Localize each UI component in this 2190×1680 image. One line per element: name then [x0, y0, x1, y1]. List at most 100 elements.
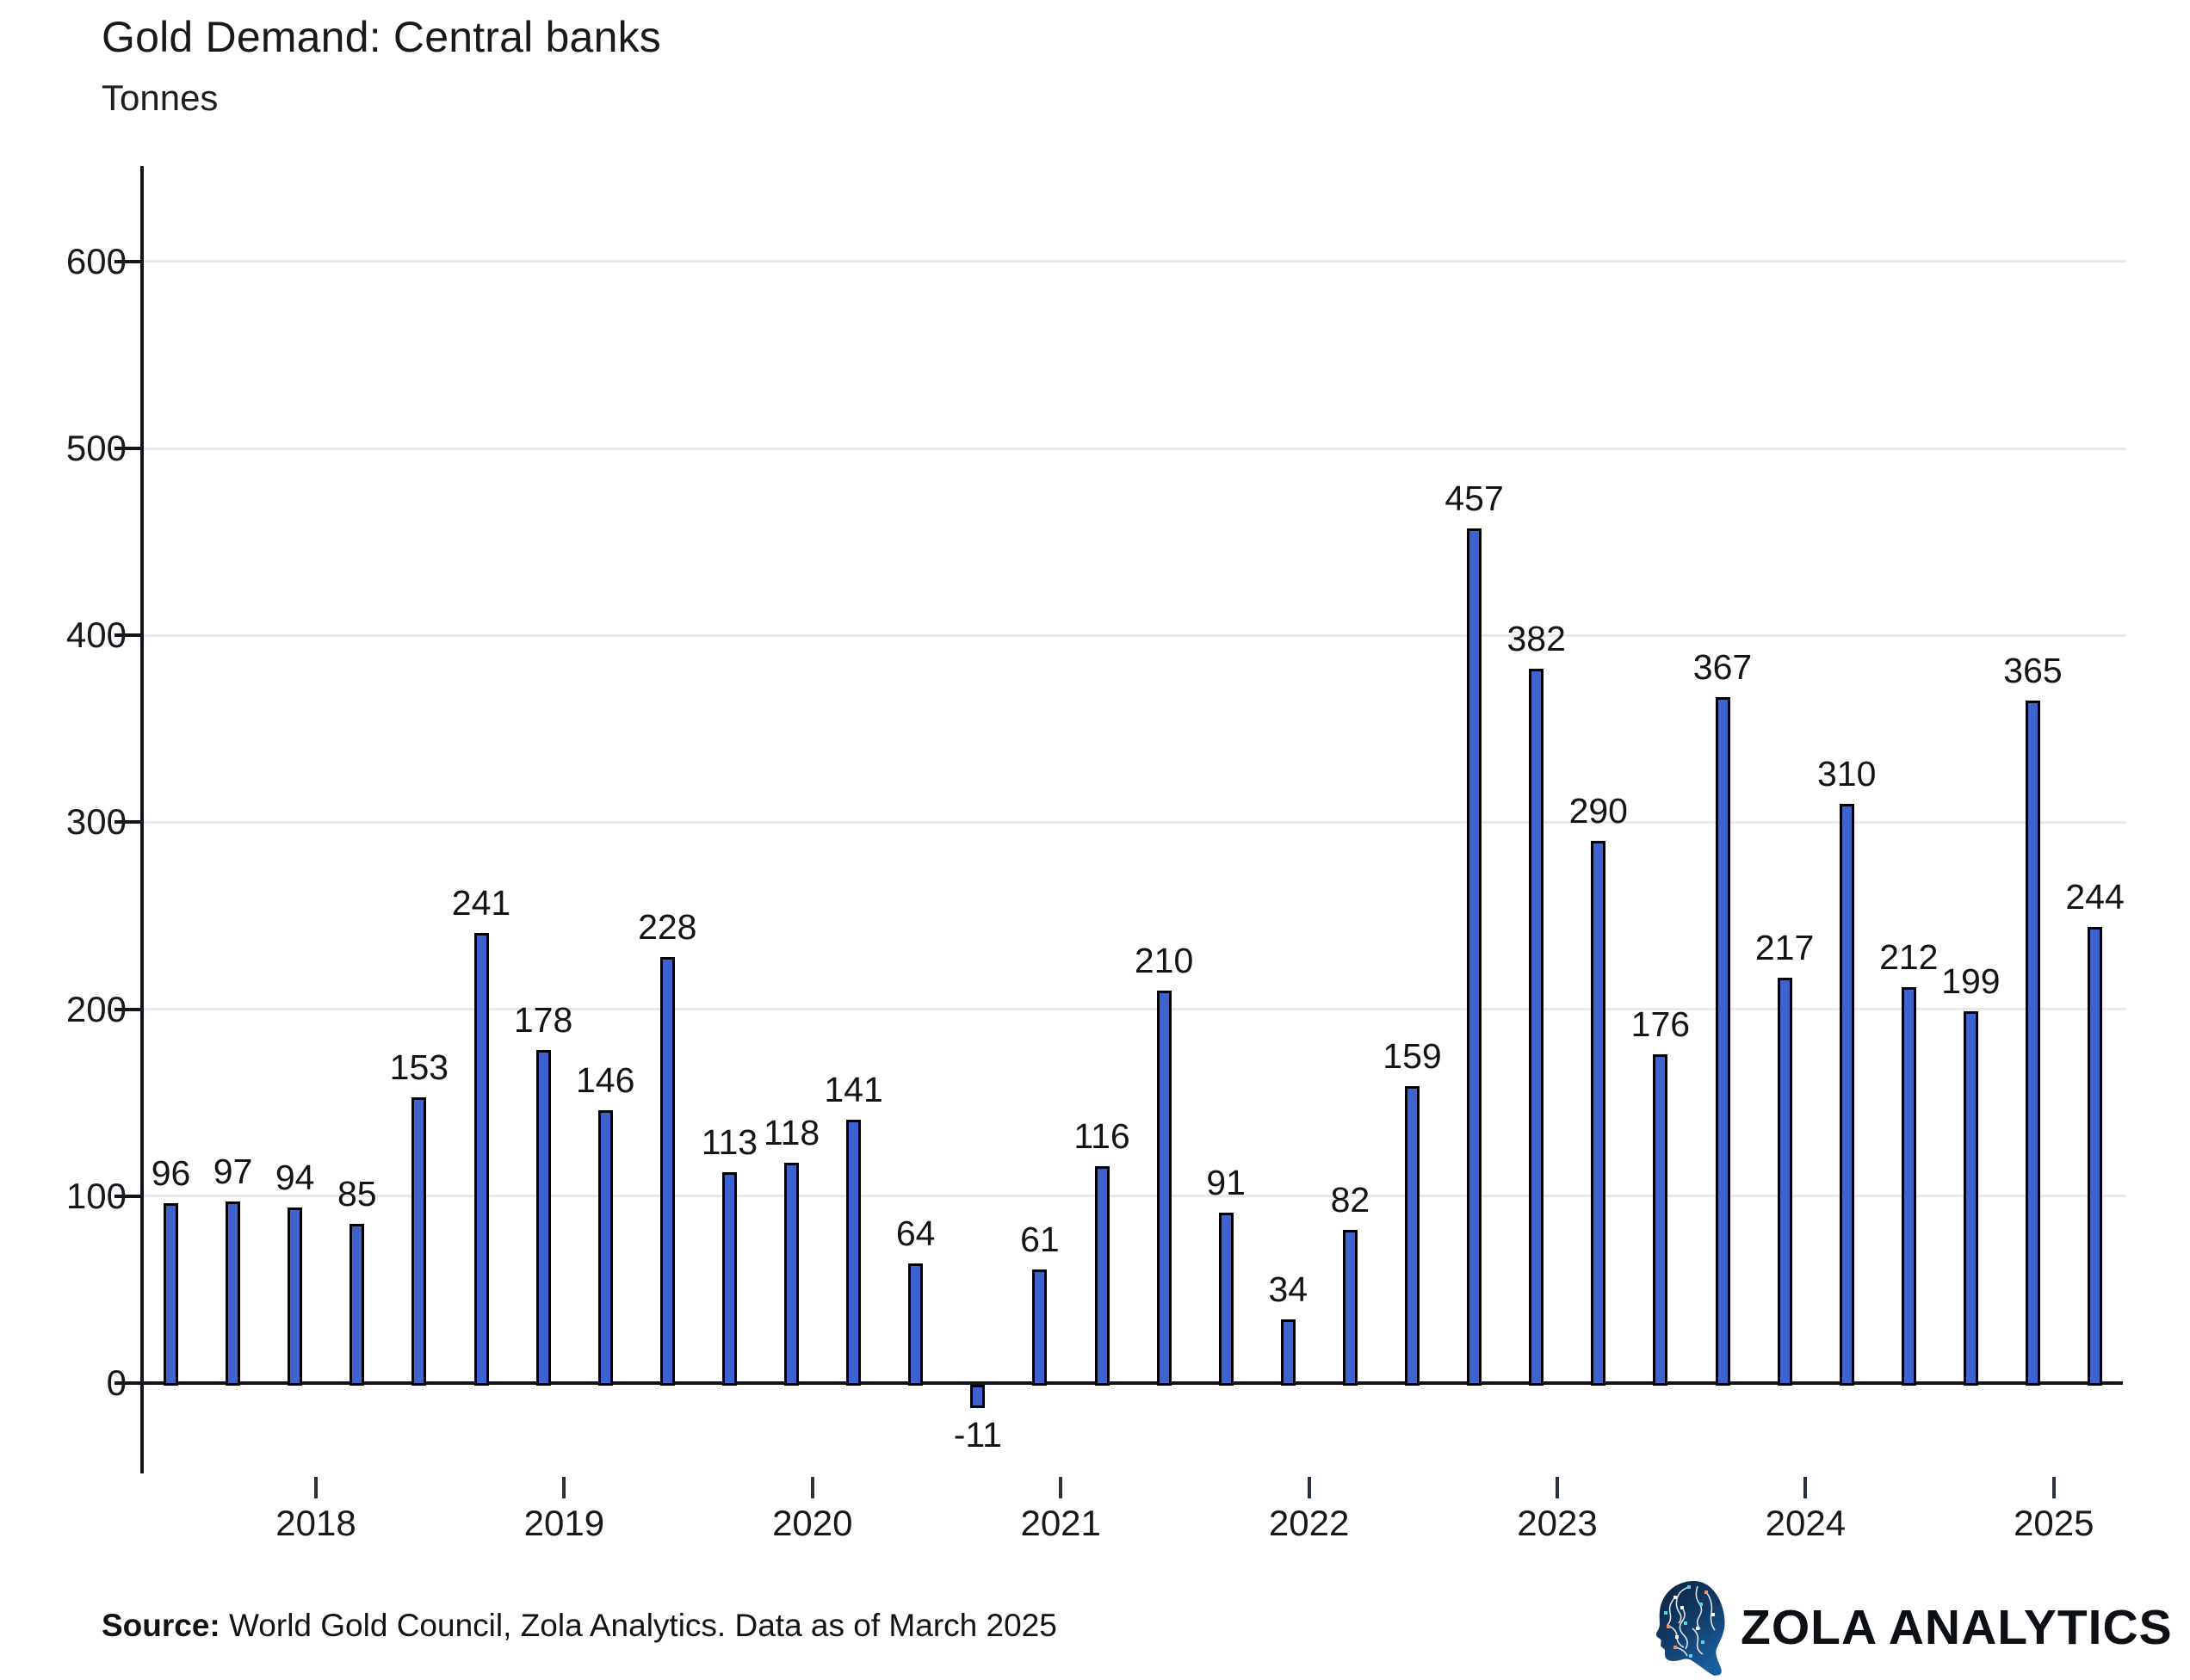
bar	[1901, 986, 1916, 1386]
bar	[1342, 1229, 1358, 1386]
source-text: World Gold Council, Zola Analytics. Data…	[220, 1608, 1057, 1643]
x-axis-tick	[1803, 1477, 1808, 1498]
gridline	[144, 820, 2126, 824]
x-axis-tick	[314, 1477, 318, 1498]
x-tick-label: 2021	[1020, 1503, 1101, 1543]
gridline	[144, 1195, 2126, 1198]
bar	[1094, 1166, 1110, 1386]
bar	[1032, 1269, 1048, 1386]
source-label: Source:	[102, 1608, 220, 1643]
bar-value-label: 64	[895, 1213, 936, 1253]
bar	[846, 1119, 862, 1386]
gridline	[144, 447, 2126, 450]
bar	[659, 956, 675, 1386]
bar	[1963, 1010, 1978, 1386]
bar	[721, 1171, 737, 1386]
bar	[350, 1224, 365, 1386]
bar-value-label: 290	[1568, 791, 1628, 831]
bar	[1218, 1213, 1234, 1386]
bar-value-label: 367	[1692, 646, 1753, 687]
bar	[2026, 701, 2040, 1386]
gridline	[144, 1008, 2126, 1011]
y-tick-label: 400	[65, 615, 127, 656]
y-axis-line	[140, 166, 144, 1473]
y-axis-tick	[114, 447, 140, 450]
x-tick-label: 2025	[2014, 1503, 2094, 1543]
bar-value-label: 94	[275, 1157, 315, 1197]
logo-text: ZOLA ANALYTICS	[1741, 1600, 2173, 1655]
bar	[1467, 528, 1482, 1386]
x-tick-label: 2018	[275, 1503, 356, 1543]
bar-value-label: 85	[337, 1174, 377, 1214]
x-axis-tick	[1556, 1477, 1559, 1498]
bar-value-label: 244	[2065, 877, 2125, 917]
bar-value-label: 91	[1206, 1163, 1246, 1203]
bar-value-label: 228	[638, 906, 697, 947]
bar-value-label: 212	[1879, 936, 1939, 977]
x-tick-label: 2019	[523, 1503, 605, 1543]
page-subtitle: Tonnes	[102, 77, 219, 118]
bar-value-label: 113	[701, 1121, 758, 1162]
y-axis-tick	[114, 1194, 140, 1198]
y-tick-label: 100	[65, 1175, 127, 1216]
bar	[1156, 990, 1172, 1386]
circuit-head-icon	[1655, 1581, 1725, 1676]
bar	[226, 1201, 241, 1386]
bar	[1777, 977, 1792, 1386]
bar	[1591, 841, 1606, 1386]
source-note: Source: World Gold Council, Zola Analyti…	[102, 1608, 1057, 1644]
x-tick-label: 2022	[1268, 1503, 1350, 1543]
bar	[535, 1050, 551, 1386]
y-tick-label: 0	[106, 1362, 127, 1403]
bar-value-label: 146	[575, 1059, 635, 1100]
y-axis-tick	[114, 259, 140, 263]
bar-value-label: 96	[151, 1153, 191, 1194]
gridline	[144, 260, 2126, 263]
x-axis-tick	[810, 1477, 814, 1498]
y-tick-label: 600	[65, 240, 127, 281]
bar	[784, 1162, 799, 1386]
y-axis-tick	[114, 633, 140, 638]
bar	[1839, 803, 1854, 1386]
bar	[1715, 696, 1730, 1386]
bar-value-label: 178	[513, 1000, 573, 1041]
bar-value-label: 153	[389, 1047, 449, 1087]
bar	[1405, 1085, 1420, 1386]
x-tick-label: 2020	[772, 1503, 853, 1543]
x-axis-tick	[562, 1477, 566, 1498]
bar-value-label: 159	[1383, 1035, 1442, 1076]
bar	[1529, 669, 1544, 1386]
x-tick-label: 2024	[1765, 1503, 1847, 1543]
gridline	[144, 633, 2126, 637]
bar	[1280, 1319, 1296, 1386]
bar-value-label: 116	[1073, 1116, 1130, 1157]
bar	[1653, 1053, 1668, 1386]
bar	[2088, 927, 2103, 1386]
bar	[473, 932, 489, 1386]
bar-value-label: 34	[1268, 1269, 1308, 1310]
bar-value-label: 118	[763, 1112, 820, 1152]
bar	[908, 1263, 924, 1386]
bar	[970, 1385, 986, 1408]
bar-value-label: 217	[1754, 927, 1815, 967]
y-tick-label: 300	[65, 801, 127, 843]
bar-value-label: 310	[1816, 753, 1877, 794]
y-tick-label: 500	[65, 428, 127, 468]
bar-value-label: 382	[1506, 619, 1566, 659]
bar-value-label: 210	[1134, 940, 1194, 980]
bar-value-label: 141	[824, 1069, 883, 1109]
x-axis-tick	[1059, 1477, 1063, 1498]
bar-value-label: -11	[953, 1414, 1002, 1455]
logo: ZOLA ANALYTICS	[1649, 1578, 2175, 1677]
bar-value-label: 457	[1445, 479, 1504, 519]
bar-value-label: 241	[451, 882, 511, 923]
bar	[288, 1207, 303, 1386]
bar-value-label: 199	[1941, 960, 2001, 1001]
x-baseline	[140, 1381, 2123, 1385]
bar-value-label: 61	[1020, 1219, 1060, 1259]
y-axis-tick	[114, 1381, 140, 1385]
y-tick-label: 200	[65, 988, 127, 1029]
x-axis-tick	[1307, 1477, 1311, 1498]
